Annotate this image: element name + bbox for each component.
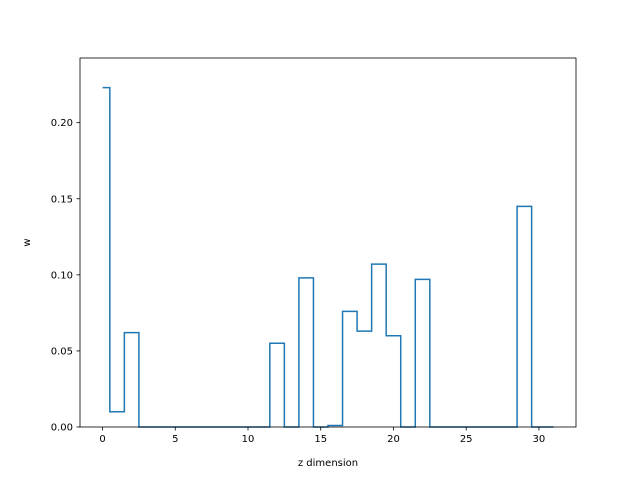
y-tick-label: 0.20 <box>51 118 73 129</box>
x-tick-label: 5 <box>172 434 178 445</box>
y-axis-label: w <box>22 238 33 246</box>
x-tick-label: 15 <box>314 434 327 445</box>
x-axis-ticks: 0 5 10 15 20 25 30 <box>99 427 545 445</box>
x-axis-label: z dimension <box>298 458 358 469</box>
y-axis-ticks: 0.00 0.05 0.10 0.15 0.20 <box>51 118 80 434</box>
x-tick-label: 30 <box>533 434 546 445</box>
x-tick-label: 0 <box>99 434 105 445</box>
x-tick-label: 10 <box>242 434 255 445</box>
x-tick-label: 25 <box>460 434 473 445</box>
x-tick-label: 20 <box>387 434 400 445</box>
y-tick-label: 0.10 <box>51 270 73 281</box>
y-tick-label: 0.00 <box>51 423 73 434</box>
y-tick-label: 0.05 <box>51 346 73 357</box>
y-tick-label: 0.15 <box>51 194 73 205</box>
axes-frame <box>79 57 577 428</box>
